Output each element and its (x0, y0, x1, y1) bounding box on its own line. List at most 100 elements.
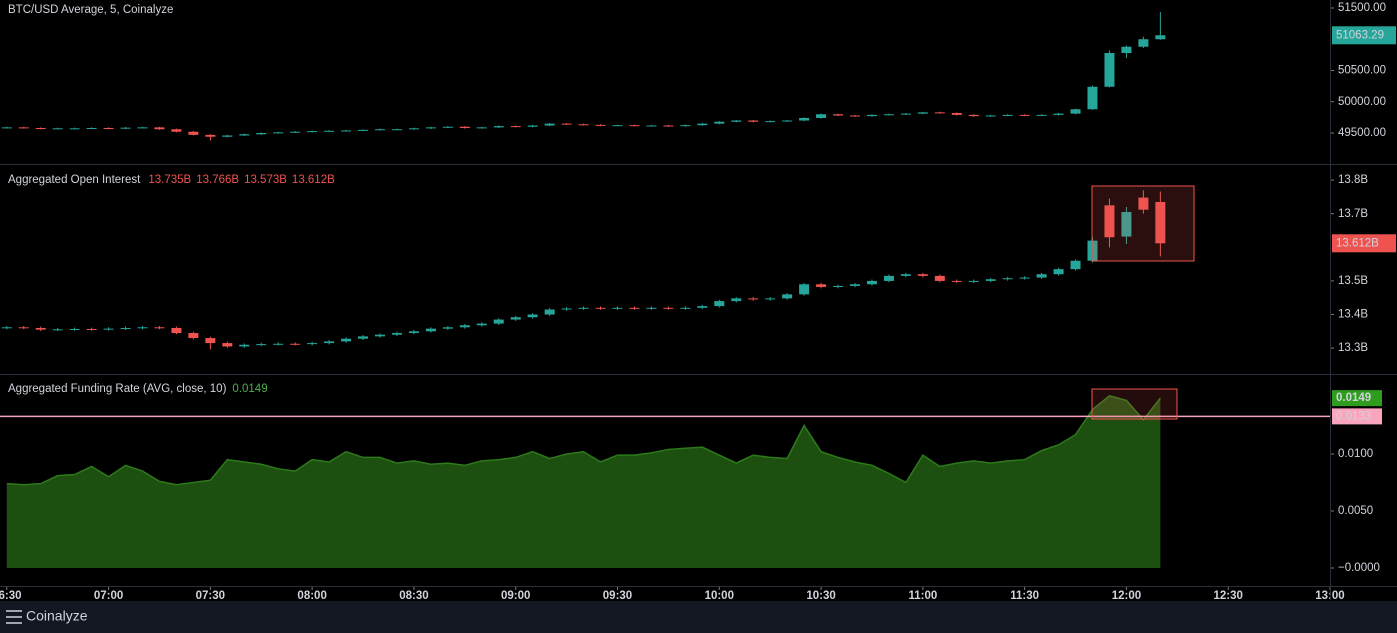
candle-body (883, 114, 894, 116)
candle-body (527, 314, 538, 318)
candle-body (561, 308, 572, 310)
candle-body (188, 131, 199, 135)
candle-body (273, 132, 284, 134)
last-value-label: 0.0149 (1336, 392, 1371, 404)
candle-body (850, 115, 860, 117)
candle-body (120, 127, 131, 129)
candle-body (782, 120, 793, 122)
candle-body (782, 294, 793, 299)
brand: Coinalyze (26, 608, 88, 624)
candle-body (629, 307, 640, 309)
ohlc-label: 13.766B (196, 174, 239, 186)
highlight-box (1091, 388, 1178, 420)
candle-body (748, 120, 759, 122)
last-value-label: 0.0149 (232, 383, 267, 395)
candle-body (86, 328, 97, 330)
candle-body (1155, 35, 1166, 40)
candle-body (1036, 274, 1047, 278)
x-tick-label: 11:00 (908, 590, 937, 602)
candle-body (1, 327, 12, 329)
candle-body (799, 284, 810, 295)
candle-body (646, 307, 657, 309)
x-tick-label: 11:30 (1010, 590, 1039, 602)
candle-body (35, 327, 46, 330)
candle-body (985, 279, 996, 281)
candle-body (900, 113, 911, 115)
candle-body (391, 333, 402, 335)
candle-body (154, 127, 165, 130)
candle-body (358, 336, 369, 339)
candle-body (256, 344, 267, 346)
y-tick-label: 0.0100 (1338, 448, 1373, 460)
x-tick-label: 12:30 (1214, 590, 1243, 602)
ohlc-label: 13.573B (244, 174, 287, 186)
x-tick-label: 08:30 (399, 590, 428, 602)
candle-body (358, 129, 369, 131)
candle-body (1104, 53, 1115, 87)
candle-body (476, 127, 487, 129)
x-tick-label: 10:00 (705, 590, 734, 602)
candle-body (934, 112, 945, 114)
candle-body (765, 121, 776, 123)
candle-body (408, 331, 419, 334)
candle-body (324, 341, 335, 344)
candle-body (171, 327, 182, 334)
y-tick-label: 13.5B (1338, 275, 1368, 287)
candle-body (850, 284, 860, 286)
candle-body (35, 128, 46, 129)
x-tick-label: 09:30 (603, 590, 632, 602)
candle-body (1053, 113, 1064, 115)
last-value-label: 13.612B (1336, 237, 1379, 249)
candle-body (493, 126, 504, 128)
last-value-label: 51063.29 (1336, 29, 1384, 41)
candle-body (239, 344, 250, 347)
x-tick-label: 09:00 (501, 590, 530, 602)
candle-body (714, 301, 725, 307)
candle-body (1138, 197, 1149, 210)
candle-body (595, 307, 606, 309)
candle-body (375, 129, 385, 131)
candle-body (510, 126, 521, 128)
highlight-box (1091, 185, 1195, 262)
y-tick-label: 50000.00 (1338, 96, 1386, 108)
candle-body (290, 343, 301, 345)
candle-body (799, 118, 810, 121)
candle-body (748, 298, 759, 300)
candle-body (442, 327, 453, 329)
candle-body (900, 274, 911, 276)
y-tick-label: 50500.00 (1338, 65, 1386, 77)
x-tick-label: 08:00 (297, 590, 326, 602)
candle-body (18, 327, 29, 329)
candle-body (1121, 212, 1132, 237)
candle-body (52, 329, 63, 331)
candle-body (137, 327, 148, 329)
candle-body (324, 130, 335, 132)
candle-body (307, 343, 318, 345)
reference-tag (1332, 408, 1382, 425)
candle-body (459, 325, 470, 328)
candle-body (425, 127, 436, 129)
candle-body (578, 124, 589, 126)
candle-body (1087, 86, 1098, 110)
candle-body (1053, 269, 1064, 275)
candle-body (663, 125, 674, 127)
candle-body (578, 307, 589, 309)
candle-body (646, 125, 657, 127)
candle-body (951, 113, 962, 115)
candle-body (476, 323, 487, 326)
candle-body (680, 307, 691, 309)
candle-body (544, 123, 555, 126)
candle-body (985, 115, 996, 117)
chart-header: Aggregated Open Interest 13.735B 13.766B 13… (8, 174, 335, 186)
x-tick-label: 07:00 (94, 590, 123, 602)
y-tick-label: 0.0050 (1338, 505, 1373, 517)
candle-body (442, 126, 453, 128)
y-tick-label: 13.7B (1338, 208, 1368, 220)
candle-body (103, 128, 114, 129)
candle-body (816, 114, 827, 118)
plot: 49500.00 50000.00 50500.00 51500.00 51063.29… (0, 2, 1396, 602)
candle-body (866, 114, 877, 117)
candle-body (391, 129, 402, 131)
candle-body (1002, 278, 1013, 280)
